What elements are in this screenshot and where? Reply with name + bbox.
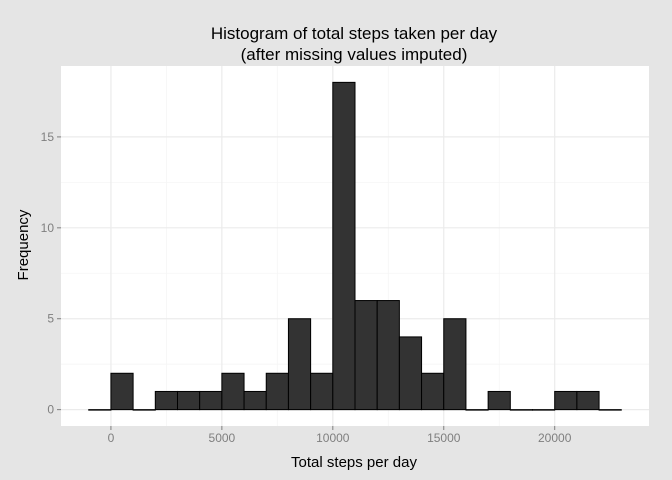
histogram-bar	[199, 390, 223, 411]
y-axis-tick-marks	[57, 136, 61, 411]
histogram-bar	[265, 372, 289, 411]
x-tick-label: 10000	[316, 431, 350, 445]
histogram-bar	[176, 390, 201, 411]
histogram-bar	[243, 390, 267, 411]
histogram-bar	[465, 409, 489, 411]
histogram-bar	[443, 318, 467, 411]
histogram-bar	[421, 372, 445, 411]
histogram-bar	[554, 390, 578, 411]
histogram-bar	[110, 372, 134, 411]
y-axis-label: Frequency	[15, 209, 32, 280]
y-axis-tick-labels: 0 5 10 15	[41, 130, 55, 417]
y-tick-label: 5	[47, 312, 54, 326]
histogram-bar	[154, 390, 178, 411]
x-axis-tick-labels: 0 5000 10000 15000 20000	[108, 431, 572, 445]
histogram-bars	[88, 81, 622, 411]
histogram-bar	[487, 390, 511, 411]
histogram-bar	[287, 318, 312, 411]
histogram-bar	[509, 409, 534, 411]
y-tick-label: 10	[41, 221, 55, 235]
histogram-bar	[376, 300, 400, 411]
chart-title: Histogram of total steps taken per day	[211, 24, 498, 43]
x-tick-label: 5000	[209, 431, 236, 445]
histogram-bar	[576, 390, 600, 411]
histogram-bar	[88, 409, 112, 411]
chart-subtitle: (after missing values imputed)	[241, 45, 468, 64]
histogram-bar	[354, 300, 378, 411]
x-axis-tick-marks	[110, 426, 556, 430]
x-tick-label: 0	[108, 431, 115, 445]
histogram-bar	[221, 372, 245, 411]
histogram-bar	[310, 372, 334, 411]
x-axis-label: Total steps per day	[291, 454, 417, 471]
histogram-bar	[398, 336, 423, 411]
histogram-bar	[532, 409, 556, 411]
x-tick-label: 15000	[427, 431, 461, 445]
histogram-bar	[132, 409, 156, 411]
y-tick-label: 0	[47, 403, 54, 417]
x-tick-label: 20000	[538, 431, 572, 445]
histogram-bar	[598, 409, 622, 411]
y-tick-label: 15	[41, 130, 55, 144]
histogram-bar	[332, 81, 356, 411]
